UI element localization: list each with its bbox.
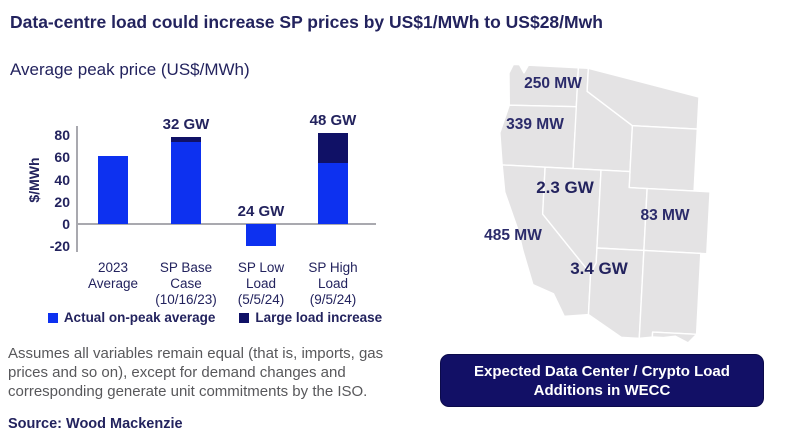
chart-legend: Actual on-peak average Large load increas… bbox=[34, 310, 396, 325]
bar-value-label: 32 GW bbox=[162, 115, 210, 133]
map-label-arizona: 3.4 GW bbox=[570, 259, 628, 278]
state-shape-new-mexico bbox=[638, 249, 702, 340]
y-tick-label: 60 bbox=[54, 149, 70, 166]
y-tick-label: 0 bbox=[62, 216, 70, 233]
y-axis-line bbox=[76, 126, 78, 252]
map-label-oregon: 339 MW bbox=[506, 116, 564, 133]
category-label: SP High Load (9/5/24) bbox=[308, 260, 358, 307]
legend-label: Large load increase bbox=[255, 310, 383, 325]
page-title: Data-centre load could increase SP price… bbox=[10, 12, 603, 32]
bar-segment-large-load-increase bbox=[318, 132, 348, 163]
legend-swatch-icon bbox=[47, 312, 58, 323]
category-label: SP Low Load (5/5/24) bbox=[237, 260, 285, 307]
legend-item: Actual on-peak average bbox=[47, 310, 216, 325]
bar-value-label: 48 GW bbox=[309, 111, 357, 129]
y-tick-label: -20 bbox=[49, 238, 70, 255]
state-shape-wyoming bbox=[628, 124, 699, 192]
legend-label: Actual on-peak average bbox=[63, 310, 216, 325]
state-shape-oregon bbox=[499, 104, 580, 170]
map-label-nevada: 2.3 GW bbox=[536, 178, 594, 197]
bar-chart: $/MWh Actual on-peak average Large load i… bbox=[26, 112, 396, 334]
x-axis-zero-line bbox=[76, 223, 376, 226]
western-us-map-graphic bbox=[499, 63, 711, 344]
map-label-colorado: 83 MW bbox=[640, 207, 690, 224]
map-label-california: 485 MW bbox=[484, 227, 542, 244]
state-shape-colorado bbox=[643, 187, 711, 255]
bar-segment-negative bbox=[246, 224, 276, 247]
map-caption-box: Expected Data Center / Crypto Load Addit… bbox=[440, 354, 764, 407]
bar-segment-large-load-increase bbox=[171, 136, 201, 142]
bar-value-label: 24 GW bbox=[237, 203, 285, 221]
y-tick-label: 80 bbox=[54, 126, 70, 143]
source-text: Source: Wood Mackenzie bbox=[8, 416, 183, 432]
category-label: SP Base Case (10/16/23) bbox=[155, 260, 217, 307]
footnote-text: Assumes all variables remain equal (that… bbox=[8, 345, 384, 400]
y-tick-label: 40 bbox=[54, 171, 70, 188]
category-label: 2023 Average bbox=[87, 260, 139, 291]
state-shape-texas-sliver bbox=[651, 331, 698, 344]
bar-segment-actual-on-peak-average bbox=[98, 156, 128, 225]
y-tick-label: 20 bbox=[54, 193, 70, 210]
legend-item: Large load increase bbox=[239, 310, 382, 325]
map-caption-text: Expected Data Center / Crypto Load Addit… bbox=[474, 362, 730, 399]
legend-swatch-icon bbox=[239, 312, 250, 323]
chart-title: Average peak price (US$/MWh) bbox=[10, 60, 250, 79]
bar-segment-actual-on-peak-average bbox=[318, 162, 348, 225]
bar-segment-actual-on-peak-average bbox=[171, 141, 201, 225]
map-label-washington: 250 MW bbox=[524, 75, 582, 92]
wecc-map: 250 MW 339 MW 2.3 GW 83 MW 485 MW 3.4 GW bbox=[484, 60, 711, 344]
